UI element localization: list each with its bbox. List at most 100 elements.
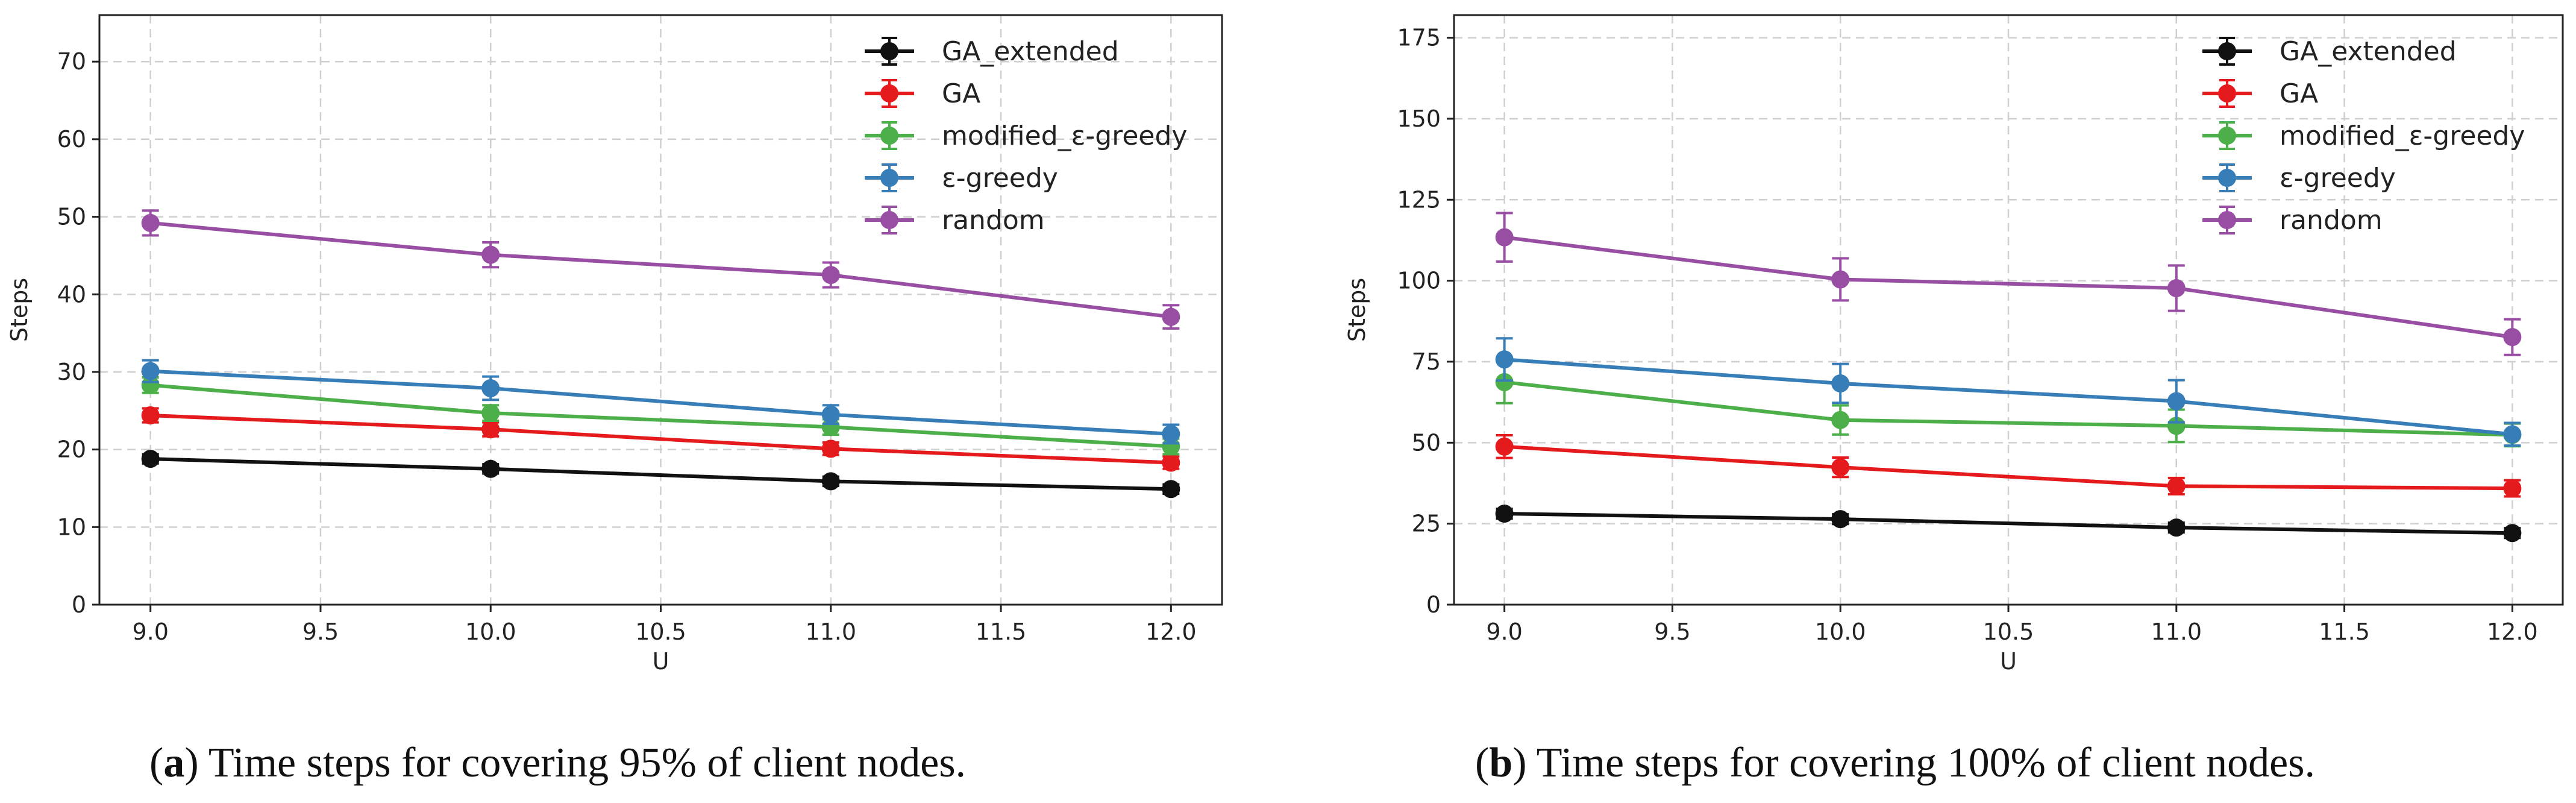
legend-ga-extended-marker: [880, 42, 898, 60]
legend-ga-extended-marker: [2218, 42, 2236, 60]
legend-ga-marker: [2218, 84, 2236, 102]
series-modified-greedy-point: [141, 376, 160, 394]
series--greedy-point: [141, 362, 160, 380]
series-ga-point: [1831, 458, 1850, 477]
y-tick-label: 100: [1397, 268, 1441, 294]
series-random-point: [821, 266, 840, 285]
caption-b: (b) Time steps for covering 100% of clie…: [1475, 740, 2315, 786]
series-ga-line: [1504, 444, 2513, 491]
series-ga-extended-point: [2503, 524, 2522, 543]
x-tick-label: 10.5: [1983, 619, 2034, 645]
series-ga-point: [1495, 437, 1514, 456]
series--greedy-point: [821, 405, 840, 424]
caption-b-text: Time steps for covering 100% of client n…: [1527, 740, 2315, 786]
series--greedy-point: [2503, 425, 2522, 444]
legend-ga-extended-label: GA_extended: [2280, 36, 2457, 67]
legend-random-marker: [2218, 211, 2236, 229]
x-tick-label: 10.0: [465, 619, 516, 645]
series--greedy-line: [1504, 357, 2513, 436]
x-axis-title: U: [2000, 648, 2017, 675]
series--greedy-line: [150, 369, 1171, 436]
legend-modified-greedy-marker: [2218, 127, 2236, 145]
x-tick-label: 9.0: [1486, 619, 1522, 645]
caption-b-letter: b: [1489, 740, 1512, 786]
series-ga-extended-line: [1504, 512, 2513, 535]
x-tick-label: 12.0: [1145, 619, 1197, 645]
series-ga-extended-point: [141, 450, 160, 468]
x-tick-label: 12.0: [2487, 619, 2538, 645]
chart-panel-a: 0 10 20 30 40 50 60 70 9.0 9.5 10.0 10.5 11.0 11.5 12.…: [6, 14, 1223, 675]
legend-modified-greedy-label: modified_ε-greedy: [942, 121, 1187, 151]
series-ga-point: [481, 420, 500, 439]
series--greedy-point: [2167, 392, 2186, 411]
series-modified-greedy-line: [150, 383, 1171, 449]
y-tick-label: 0: [72, 591, 86, 618]
y-tick-label: 125: [1397, 186, 1441, 213]
legend--greedy-label: ε-greedy: [942, 163, 1058, 194]
y-tick-label: 70: [57, 48, 86, 75]
x-tick-label: 11.5: [2319, 619, 2370, 645]
y-axis-title: Steps: [1344, 278, 1370, 342]
series-random-line: [150, 221, 1171, 319]
series-ga-point: [2503, 479, 2522, 498]
legend--greedy-marker: [2218, 169, 2236, 187]
series-random-point: [481, 245, 500, 264]
caption-a-text: Time steps for covering 95% of client no…: [199, 740, 966, 786]
series-ga-point: [821, 439, 840, 458]
series--greedy-point: [1831, 374, 1850, 392]
series-ga-line: [150, 414, 1171, 465]
y-tick-label: 75: [1412, 348, 1441, 375]
x-tick-label: 9.5: [302, 619, 339, 645]
series-ga-extended-line: [150, 457, 1171, 491]
legend-ga-extended-label: GA_extended: [942, 36, 1119, 67]
legend-random-marker: [880, 211, 898, 229]
series-random-point: [2503, 328, 2522, 347]
series-random-point: [1495, 228, 1514, 247]
plot-frame: [98, 14, 1223, 606]
series-ga-extended-point: [481, 459, 500, 478]
caption-a: (a) Time steps for covering 95% of clien…: [149, 740, 966, 786]
series-modified-greedy-point: [1162, 437, 1180, 456]
y-tick-label: 150: [1397, 105, 1441, 132]
legend--greedy-label: ε-greedy: [2280, 163, 2396, 194]
legend-random-label: random: [942, 205, 1045, 236]
x-tick-label: 9.0: [132, 619, 168, 645]
y-tick-label: 0: [1426, 591, 1441, 618]
chart-panel-b: 0 25 50 75 100 125 150 175 9.0 9.5 10.0 10.5 11.0 11.…: [1344, 14, 2564, 675]
series-random-point: [1162, 307, 1180, 326]
series-ga-point: [141, 406, 160, 425]
x-tick-label: 11.5: [976, 619, 1027, 645]
series--greedy-point: [1495, 350, 1514, 369]
caption-a-letter: a: [163, 740, 184, 786]
legend-ga-marker: [880, 84, 898, 102]
series-random-point: [1831, 270, 1850, 289]
y-tick-label: 50: [57, 204, 86, 230]
x-tick-label: 9.5: [1654, 619, 1690, 645]
legend--greedy-marker: [880, 169, 898, 187]
legend-random-label: random: [2280, 205, 2383, 236]
x-tick-label: 11.0: [805, 619, 856, 645]
series-ga-extended-point: [2167, 518, 2186, 537]
y-axis-title: Steps: [6, 278, 33, 342]
y-tick-label: 40: [57, 281, 86, 307]
series-ga-extended-point: [1495, 505, 1514, 523]
x-tick-label: 11.0: [2151, 619, 2202, 645]
series-modified-greedy-point: [1495, 373, 1514, 391]
y-tick-label: 30: [57, 359, 86, 385]
x-axis-title: U: [653, 648, 669, 675]
series-modified-greedy-point: [821, 418, 840, 436]
series--greedy-point: [481, 379, 500, 397]
series-modified-greedy-point: [481, 404, 500, 423]
series--greedy-point: [1162, 424, 1180, 443]
legend-ga-label: GA: [2280, 78, 2318, 109]
y-tick-label: 50: [1412, 429, 1441, 456]
legend-modified-greedy-label: modified_ε-greedy: [2280, 121, 2525, 151]
legend-ga-label: GA: [942, 78, 980, 109]
series-ga-point: [2167, 477, 2186, 496]
series-ga-extended-point: [1831, 510, 1850, 529]
series-random-line: [1504, 235, 2513, 339]
plot-frame: [1453, 14, 2564, 606]
series-random-point: [2167, 279, 2186, 297]
y-tick-label: 10: [57, 514, 86, 540]
